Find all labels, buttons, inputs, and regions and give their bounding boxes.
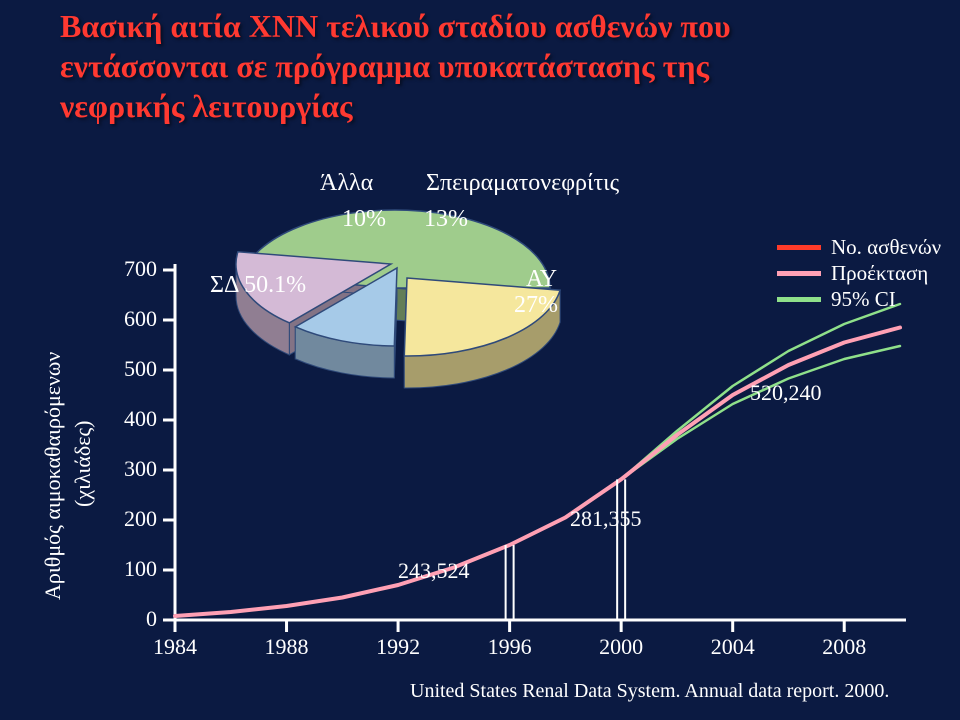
y-tick-label: 300 — [97, 456, 157, 482]
legend-row: 95% CI — [777, 286, 941, 312]
x-tick-label: 2004 — [698, 634, 768, 660]
chart-annotation: 281,355 — [570, 506, 642, 532]
y-axis-label-2: (χιλιάδες) — [70, 421, 96, 508]
legend-row: Προέκταση — [777, 260, 941, 286]
x-tick-label: 2008 — [809, 634, 879, 660]
y-tick-label: 100 — [97, 556, 157, 582]
y-tick-label: 500 — [97, 356, 157, 382]
y-tick-label: 200 — [97, 506, 157, 532]
x-tick-label: 1996 — [475, 634, 545, 660]
legend-label: 95% CI — [831, 287, 896, 312]
y-tick-label: 0 — [97, 606, 157, 632]
legend-swatch — [777, 245, 821, 250]
chart-annotation: 520,240 — [750, 380, 822, 406]
legend-swatch — [777, 297, 821, 302]
x-tick-label: 1992 — [363, 634, 433, 660]
citation: United States Renal Data System. Annual … — [410, 680, 889, 703]
x-tick-label: 1984 — [140, 634, 210, 660]
y-tick-label: 600 — [97, 306, 157, 332]
legend-label: Προέκταση — [831, 261, 928, 286]
legend-row: No. ασθενών — [777, 234, 941, 260]
x-tick-label: 1988 — [252, 634, 322, 660]
chart-annotation: 243,524 — [398, 558, 470, 584]
y-axis-label-1: Αριθμός αιμοκαθαιρόμενων — [40, 352, 66, 600]
legend-swatch — [777, 271, 821, 276]
legend-label: No. ασθενών — [831, 235, 941, 260]
y-tick-label: 700 — [97, 256, 157, 282]
x-tick-label: 2000 — [586, 634, 656, 660]
legend: No. ασθενών Προέκταση 95% CI — [777, 234, 941, 312]
y-tick-label: 400 — [97, 406, 157, 432]
